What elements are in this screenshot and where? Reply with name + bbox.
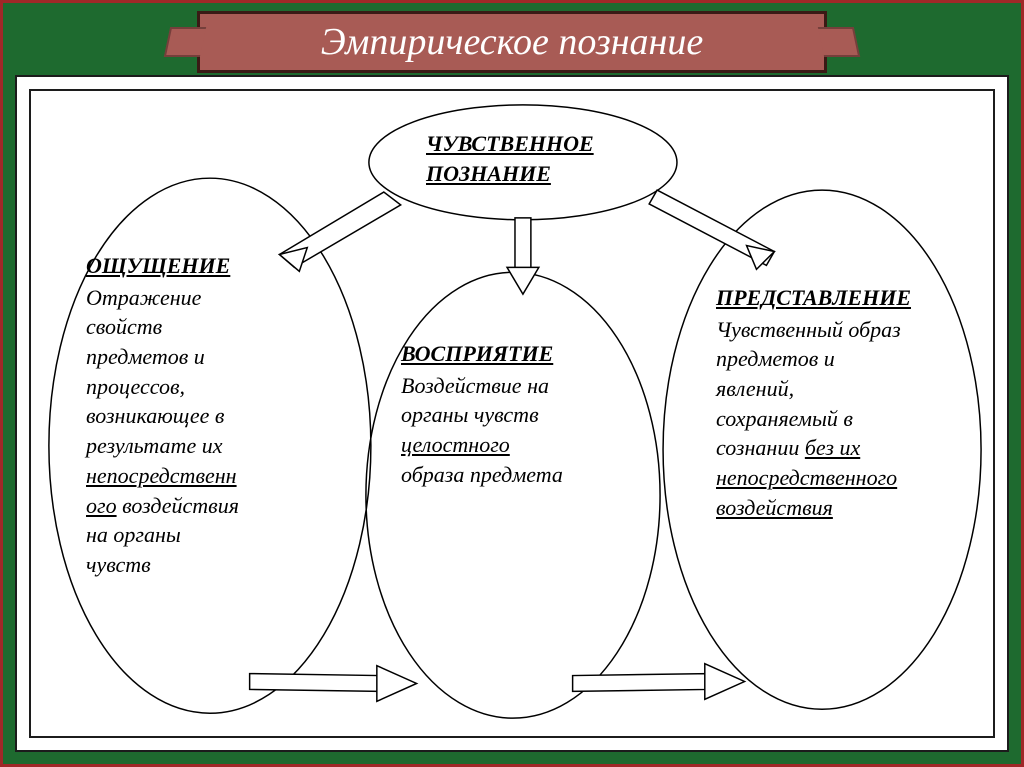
content-inner: ЧУВСТВЕННОЕ ПОЗНАНИЕ ОЩУЩЕНИЕ Отражениес… <box>29 89 995 738</box>
title-box: Эмпирическое познание <box>197 11 827 73</box>
representation-header: ПРЕДСТАВЛЕНИЕ <box>716 283 966 313</box>
title-text: Эмпирическое познание <box>321 20 704 64</box>
node-representation-text: ПРЕДСТАВЛЕНИЕ Чувственный образпредметов… <box>716 283 966 523</box>
node-root-text: ЧУВСТВЕННОЕ ПОЗНАНИЕ <box>426 129 646 190</box>
sensation-header: ОЩУЩЕНИЕ <box>86 251 316 281</box>
perception-to-representation-shaft <box>573 674 707 692</box>
node-perception-text: ВОСПРИЯТИЕ Воздействие наорганы чувствце… <box>401 339 631 489</box>
title-banner: Эмпирическое познание <box>197 11 827 73</box>
perception-to-representation-tip <box>705 664 745 700</box>
slide-frame: Эмпирическое познание ЧУВСТВЕННОЕ ПОЗНАН… <box>0 0 1024 767</box>
perception-header: ВОСПРИЯТИЕ <box>401 339 631 369</box>
content-panel: ЧУВСТВЕННОЕ ПОЗНАНИЕ ОЩУЩЕНИЕ Отражениес… <box>15 75 1009 752</box>
banner-tab-right <box>818 27 860 57</box>
sensation-to-perception-shaft <box>250 674 379 692</box>
root-header: ЧУВСТВЕННОЕ ПОЗНАНИЕ <box>426 129 646 188</box>
sensation-body: Отражениесвойствпредметов ипроцессов,воз… <box>86 285 239 577</box>
perception-body: Воздействие наорганы чувствцелостногообр… <box>401 373 563 487</box>
root-to-perception-tip <box>507 267 539 294</box>
sensation-to-perception-tip <box>377 666 417 702</box>
node-sensation-text: ОЩУЩЕНИЕ Отражениесвойствпредметов ипроц… <box>86 251 316 580</box>
root-to-perception-shaft <box>515 218 531 270</box>
banner-tab-left <box>164 27 206 57</box>
representation-body: Чувственный образпредметов иявлений,сохр… <box>716 317 901 520</box>
